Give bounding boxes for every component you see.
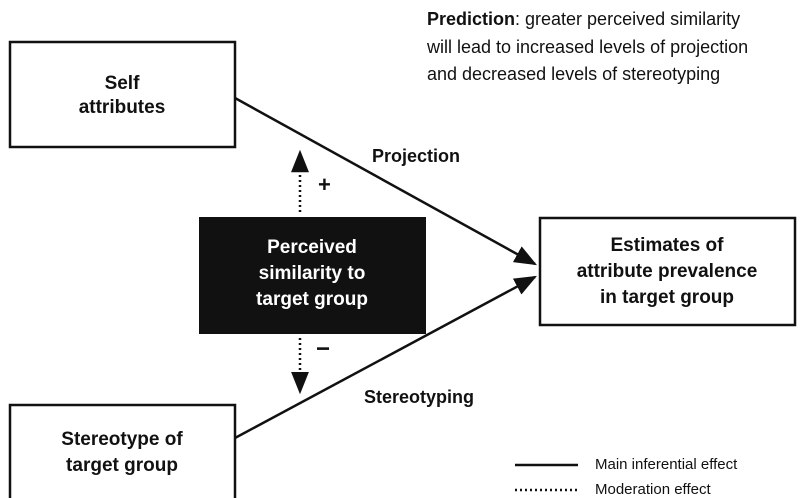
node-label: attribute prevalence — [577, 261, 758, 282]
edge-sign: − — [316, 335, 330, 362]
prediction-line: : greater perceived similarity — [515, 9, 740, 29]
node-label: target group — [66, 455, 178, 476]
node-label: target group — [256, 289, 368, 310]
node-label: similarity to — [259, 263, 366, 284]
node-label: in target group — [600, 287, 734, 308]
node-box — [199, 217, 426, 334]
node-label: Stereotype of — [61, 429, 183, 450]
node-label: Self — [105, 73, 141, 94]
prediction: Prediction: greater perceived similarity — [427, 9, 740, 29]
node-label: Perceived — [267, 237, 357, 258]
prediction-line: will lead to increased levels of project… — [426, 37, 748, 57]
edge-label: Stereotyping — [364, 387, 474, 407]
prediction-label: Prediction — [427, 9, 515, 29]
node-box — [8, 40, 237, 149]
node-box — [538, 216, 797, 327]
node-label: attributes — [79, 97, 166, 118]
legend-label: Main inferential effect — [595, 456, 738, 473]
edge-label: Projection — [372, 146, 460, 166]
node-label: Estimates of — [611, 235, 725, 256]
prediction-line: and decreased levels of stereotyping — [427, 64, 720, 84]
node-box — [8, 403, 237, 498]
legend-label: Moderation effect — [595, 481, 711, 498]
arrow — [234, 275, 537, 440]
arrow — [234, 96, 537, 266]
edge-sign: + — [318, 172, 331, 197]
